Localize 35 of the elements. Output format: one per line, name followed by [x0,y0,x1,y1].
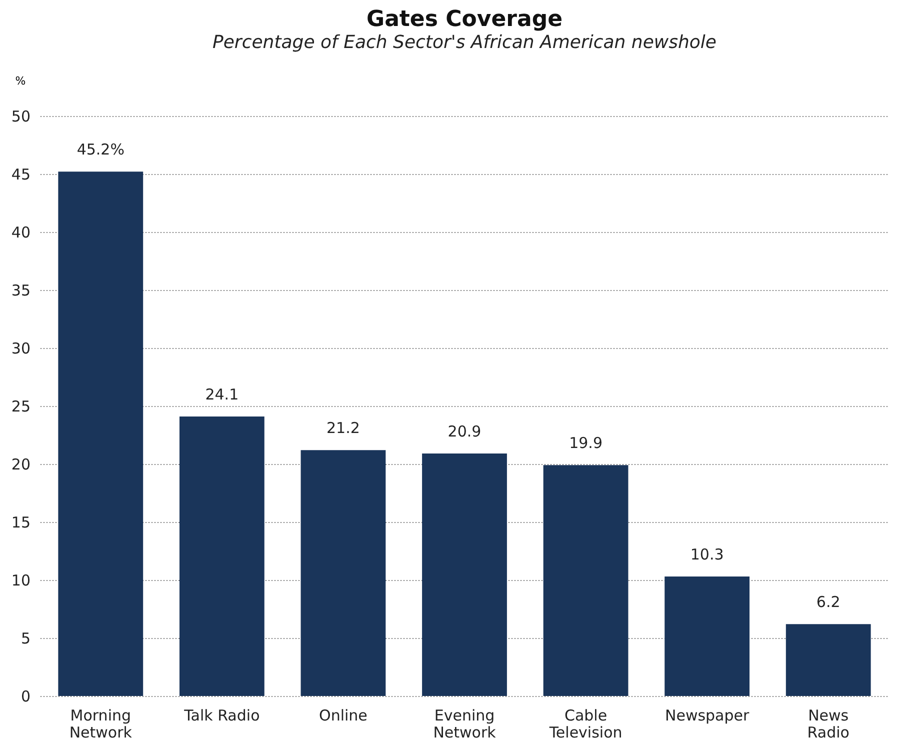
bar [300,450,386,696]
y-tick-label: 45 [11,166,30,184]
x-tick-label: Evening Network [433,706,496,742]
y-tick-label: 0 [20,688,30,706]
chart-title: Gates Coverage [366,7,562,32]
data-label: 6.2 [816,593,840,612]
data-label: 10.3 [690,546,724,564]
bar [58,172,144,696]
y-tick-label: 50 [11,108,30,126]
y-tick-label: 30 [11,340,30,358]
y-tick-label: 20 [11,456,30,474]
data-label: 45.2% [76,140,124,159]
x-tick-label: News Radio [807,706,850,742]
y-tick-label: 35 [11,282,30,300]
bar [786,624,871,696]
data-label: 20.9 [448,422,482,441]
chart-subtitle: Percentage of Each Sector's African American newshole [212,32,716,53]
y-tick-label: 15 [11,514,30,532]
data-label: 21.2 [326,419,360,438]
data-label: 24.1 [205,385,239,404]
bar [664,576,750,696]
bar [422,454,507,696]
y-tick-label: 40 [11,224,30,242]
bar [179,416,264,696]
x-tick-label: Morning Network [69,706,132,742]
y-tick-label: 10 [11,572,30,590]
x-tick-label: Cable Television [548,706,622,742]
x-tick-label: Online [319,706,368,724]
data-label: 19.9 [569,434,602,452]
x-tick-label: Newspaper [664,706,750,724]
x-tick-label: Talk Radio [183,706,260,724]
y-tick-label: 5 [20,630,30,648]
y-axis-title: % [15,74,26,88]
y-tick-label: 25 [11,398,30,416]
bar [543,465,628,696]
